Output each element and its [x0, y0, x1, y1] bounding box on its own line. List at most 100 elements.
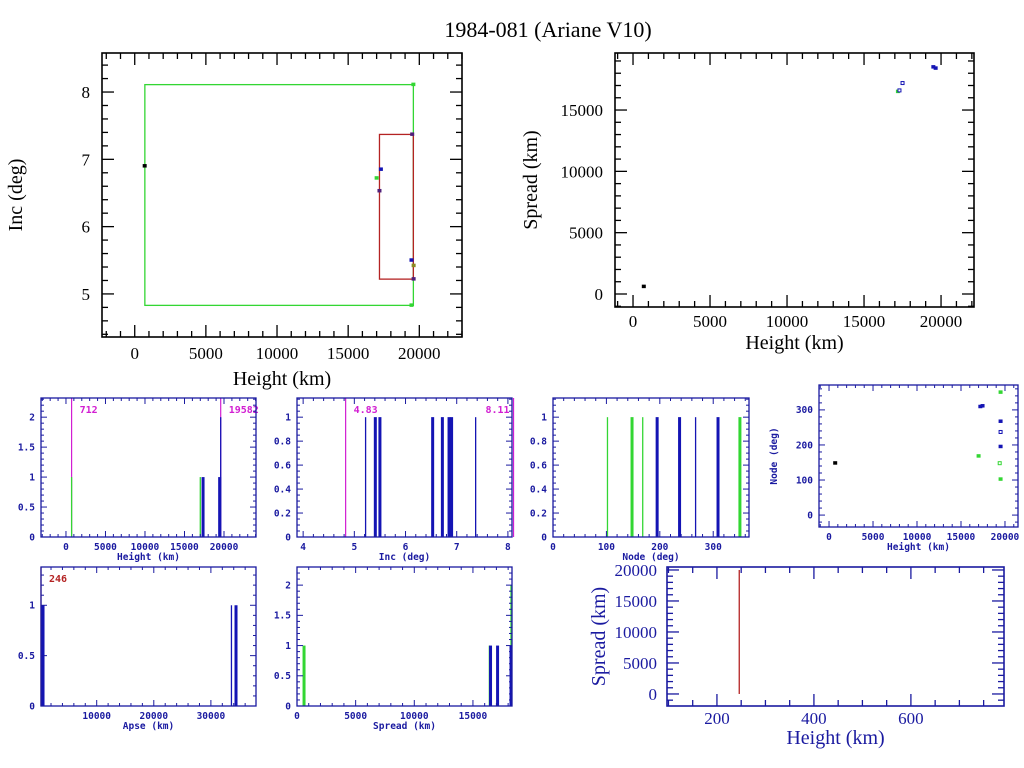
x-axis-label: Spread (km) [373, 721, 436, 732]
plot-frame [40, 397, 257, 538]
plot-frame [666, 566, 1005, 707]
x-tick-label: 5000 [344, 711, 367, 722]
y-tick-label: 0 [29, 701, 35, 712]
x-tick-label: 15000 [459, 711, 488, 722]
plot-frame [818, 384, 1019, 528]
x-tick-label: 7 [454, 542, 460, 553]
range-box-green [144, 83, 415, 307]
data-point [998, 429, 1003, 434]
x-axis-label: Height (km) [887, 542, 950, 553]
x-tick-label: 30000 [197, 711, 226, 722]
data-point [409, 303, 414, 307]
x-tick-label: 100 [598, 542, 615, 553]
data-point [833, 461, 838, 465]
data-point [998, 477, 1003, 481]
spread-vs-height-low-panel: 200 400 600 0 5000 10000 15000 20000 Height (km)… [588, 561, 1005, 749]
x-tick-label: 5 [351, 542, 357, 553]
y-axis-label: Spread (km) [520, 130, 542, 229]
y-tick-label: 0.2 [274, 508, 291, 519]
y-tick-label: 0.8 [274, 436, 291, 447]
x-axis-label: Height (km) [745, 332, 843, 354]
node-histogram-panel: 0 100 200 300 0 0.2 0.4 0.6 0.8 1 Node (deg) [530, 397, 750, 563]
y-tick-label: 10000 [615, 623, 658, 642]
y-tick-label: 20000 [615, 561, 658, 580]
data-point [142, 164, 147, 168]
y-tick-label: 1.5 [274, 611, 291, 622]
x-tick-label: 0 [130, 344, 139, 363]
data-point [933, 66, 938, 70]
data-point [998, 419, 1003, 423]
x-tick-label: 0 [629, 312, 638, 331]
plot-frame [614, 52, 975, 308]
x-tick-label: 0 [294, 711, 300, 722]
y-tick-label: 0.2 [530, 508, 547, 519]
apse-histogram-panel: 246 10000 20000 30000 0 0.5 1 Apse (km) [18, 566, 257, 732]
x-tick-label: 10000 [256, 344, 299, 363]
y-tick-label: 0 [285, 532, 291, 543]
y-tick-label: 5000 [569, 224, 603, 243]
plot-frame [101, 52, 463, 338]
marker-label: 8.11 [485, 405, 509, 416]
x-tick-label: 5000 [862, 532, 885, 543]
y-tick-label: 1 [29, 601, 35, 612]
x-tick-label: 200 [704, 709, 730, 728]
marker-label: 712 [80, 405, 98, 416]
y-tick-label: 0 [285, 701, 291, 712]
y-tick-label: 2 [285, 580, 291, 591]
x-tick-label: 15000 [843, 312, 886, 331]
x-tick-label: 20000 [398, 344, 441, 363]
x-axis-label: Inc (deg) [379, 552, 430, 563]
data-point [978, 404, 983, 409]
y-axis-label: Node (deg) [769, 427, 780, 484]
data-point [997, 461, 1002, 466]
y-tick-label: 300 [796, 405, 813, 416]
y-tick-label: 1.5 [18, 442, 35, 453]
data-point [998, 444, 1003, 449]
x-tick-label: 5000 [693, 312, 727, 331]
spread-histogram-panel: 0 5000 10000 15000 0 0.5 1 1.5 2 Spread (km) [274, 566, 513, 732]
data-point [897, 88, 902, 93]
data-point [980, 404, 985, 408]
x-tick-label: 10000 [766, 312, 809, 331]
data-point [374, 176, 379, 180]
y-tick-label: 5 [82, 285, 91, 304]
x-tick-label: 600 [898, 709, 924, 728]
data-point [410, 132, 415, 136]
y-tick-label: 0 [595, 285, 604, 304]
x-axis-label: Height (km) [117, 552, 180, 563]
x-tick-label: 10000 [131, 542, 160, 553]
y-tick-label: 0.6 [274, 460, 291, 471]
y-tick-label: 200 [796, 440, 813, 451]
x-tick-label: 15000 [327, 344, 370, 363]
y-tick-label: 0.5 [18, 502, 35, 513]
inc-histogram-panel: 4.83 8.11 4 5 6 7 8 0 0.2 0.4 0.6 0.8 1 Inc (deg) [274, 397, 515, 563]
data-point [900, 81, 905, 86]
x-tick-label: 20000 [920, 312, 963, 331]
data-point [998, 390, 1003, 394]
y-tick-label: 5000 [623, 654, 657, 673]
y-tick-label: 0.5 [18, 651, 35, 662]
x-tick-label: 15000 [947, 532, 976, 543]
x-tick-label: 20000 [210, 542, 239, 553]
x-axis-label: Height (km) [233, 368, 331, 390]
y-tick-label: 1 [285, 412, 291, 423]
plot-frame [296, 566, 513, 707]
y-tick-label: 1 [285, 641, 291, 652]
y-tick-label: 0 [541, 532, 547, 543]
y-tick-label: 0 [807, 510, 813, 521]
data-point [378, 167, 383, 171]
x-tick-label: 5000 [94, 542, 117, 553]
range-box-red [378, 133, 415, 280]
x-tick-label: 20000 [139, 711, 168, 722]
x-tick-label: 10000 [903, 532, 932, 543]
marker-label: 4.83 [354, 405, 378, 416]
x-axis-label: Apse (km) [123, 721, 174, 732]
y-tick-label: 15000 [615, 592, 658, 611]
y-tick-label: 0.5 [274, 671, 291, 682]
y-tick-label: 100 [796, 475, 813, 486]
x-tick-label: 200 [651, 542, 668, 553]
data-point [411, 82, 416, 87]
y-axis-label: Spread (km) [588, 587, 610, 686]
y-tick-label: 0.4 [274, 484, 291, 495]
